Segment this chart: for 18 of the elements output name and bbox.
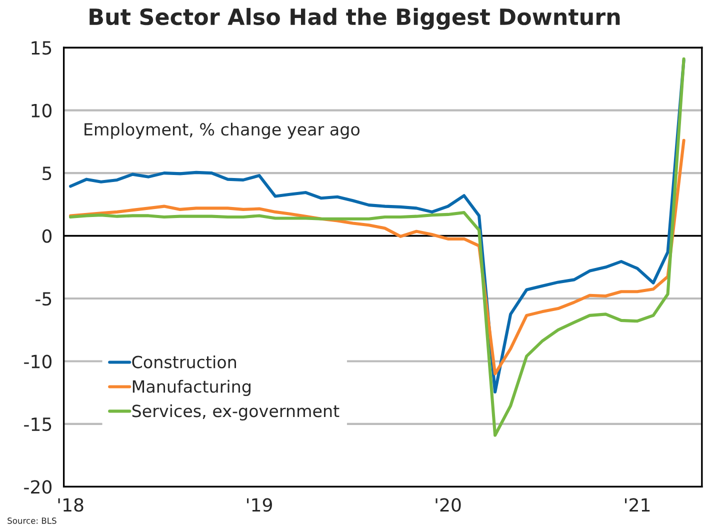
annotation: Employment, % change year ago	[84, 122, 360, 139]
legend-label: Manufacturing	[132, 380, 250, 396]
x-tick-label: '20	[436, 498, 461, 512]
y-tick-label: -5	[36, 292, 52, 306]
x-tick-label: '21	[625, 498, 650, 512]
chart-title: But Sector Also Had the Biggest Downturn	[90, 8, 620, 30]
legend-label: Services, ex-government	[132, 404, 340, 420]
y-tick-label: -10	[24, 354, 52, 368]
y-tick-label: -15	[24, 418, 52, 432]
y-tick-label: 5	[42, 166, 52, 180]
legend-label: Construction	[132, 355, 236, 368]
y-tick-label: -20	[24, 480, 52, 494]
y-tick-label: 0	[42, 229, 52, 243]
y-tick-label: 10	[32, 104, 52, 118]
x-tick-label: '19	[247, 498, 272, 512]
y-tick-label: 15	[32, 41, 52, 55]
x-tick-label: '18	[58, 498, 84, 512]
source-note: Source: BLS	[8, 518, 56, 524]
